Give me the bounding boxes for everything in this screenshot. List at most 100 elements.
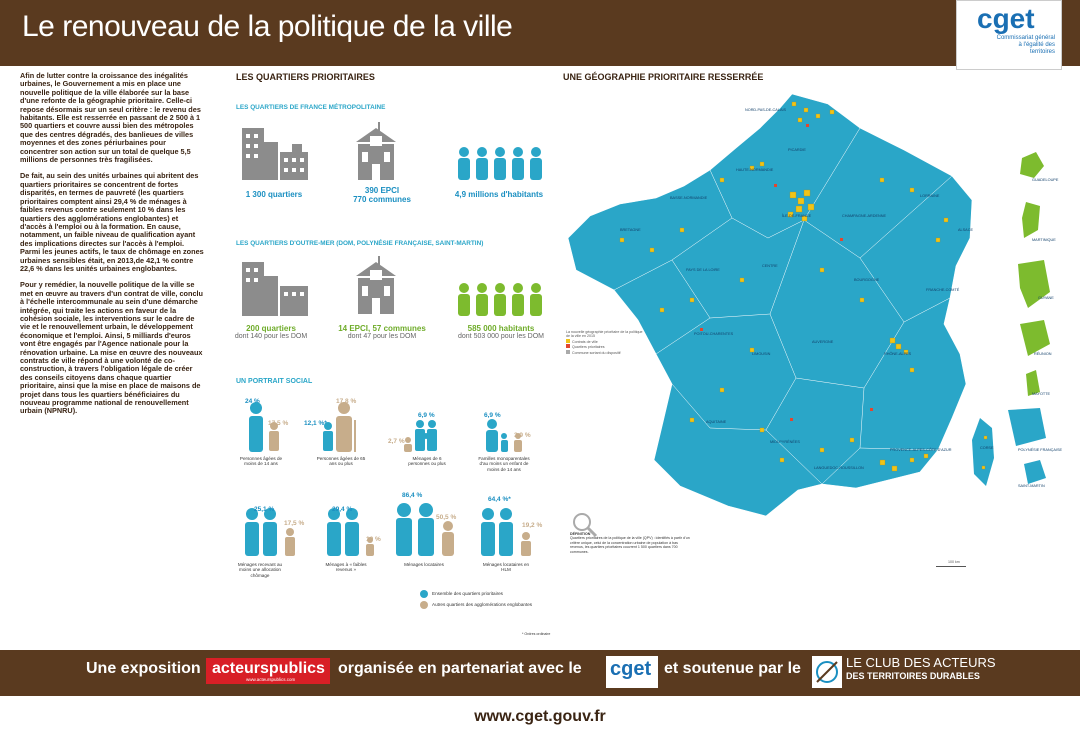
cget-footer-word: cget (610, 658, 652, 680)
stat-outremer-habitants: 585 000 habitants dont 503 000 pour les … (446, 324, 556, 340)
elderly-icon (323, 422, 333, 451)
footer-banner: Une exposition acteurspublics www.acteur… (0, 650, 1080, 696)
saint-martin-shape (1024, 460, 1046, 484)
intro-text: Afin de lutter contre la croissance des … (20, 71, 204, 424)
child-icon (269, 422, 279, 451)
dom-label-mayotte: MAYOTTE (1032, 392, 1051, 396)
caption-row1-3: Ménages de 6 personnes ou plus (408, 456, 446, 467)
map-label-corse: CORSE (980, 446, 994, 450)
footer-text-3: et soutenue par le (664, 660, 801, 677)
cget-footer-logo: cget (606, 656, 658, 688)
stat-metro-habitants: 4,9 millions d'habitants (454, 190, 544, 199)
mayotte-shape (1026, 370, 1040, 396)
caption-row1-2: Personnes âgées de 65 ans ou plus (316, 456, 366, 467)
map-label-npdc: NORD-PAS-DE-CALAIS (745, 108, 787, 112)
footer-text-2: organisée en partenariat avec le (338, 660, 582, 677)
map-scale: 100 km (948, 560, 960, 564)
portrait-row2-icons (245, 503, 531, 556)
buildings-icon (242, 262, 308, 316)
pct-row1-2a: 12,1 %* (304, 420, 327, 427)
legend-dot-quartiers (420, 590, 428, 598)
acteurs-publics-url: www.acteurspublics.com (246, 677, 296, 682)
corsica (972, 418, 994, 486)
map-label-alsace: ALSACE (958, 228, 973, 232)
pct-row2-2a: 29,4 % (332, 506, 353, 513)
family-icon (327, 508, 359, 556)
pct-row2-2b: 10 % (366, 536, 381, 543)
household-icon (415, 420, 437, 451)
dom-label-guadeloupe: GUADELOUPE (1032, 178, 1059, 182)
dom-label-guyane: GUYANE (1038, 296, 1054, 300)
map-label-languedoc: LANGUEDOC-ROUSSILLON (814, 466, 864, 470)
family-icon (442, 521, 454, 556)
metro-icons (242, 122, 542, 180)
definition-box: DÉFINITION Quartiers prioritaires de la … (570, 532, 690, 554)
club-name-2: DES TERRITOIRES DURABLES (846, 671, 980, 681)
intro-paragraph-1: Afin de lutter contre la croissance des … (20, 71, 201, 165)
guadeloupe-shape (1020, 152, 1044, 178)
definition-title: DÉFINITION (570, 532, 591, 536)
household-icon (404, 437, 412, 452)
map-label-haute-normandie: HAUTE-NORMANDIE (736, 168, 774, 172)
pct-row2-1b: 17,5 % (284, 520, 305, 527)
map-label-limousin: LIMOUSIN (752, 352, 771, 356)
dom-label-polynesie: POLYNÉSIE FRANÇAISE (1018, 448, 1063, 452)
map-label-franche-comte: FRANCHE-COMTÉ (926, 288, 960, 292)
caption-row1-4: Familles monoparentales d'au moins un en… (478, 456, 530, 472)
caption-row2-3: Ménages locataires (404, 562, 444, 567)
stat-metro-quartiers: 1 300 quartiers (245, 190, 303, 199)
header-banner: Le renouveau de la politique de la ville (0, 0, 1080, 66)
map-label-midi-pyrenees: MIDI-PYRÉNÉES (770, 440, 800, 444)
map-label-lorraine: LORRAINE (920, 194, 940, 198)
portrait-note: * Ordres ordinaire (522, 632, 551, 636)
dom-label-reunion: RÉUNION (1034, 352, 1052, 356)
caption-row2-1: Ménages recevant au moins une allocation… (237, 562, 283, 578)
caption-row1-1: Personnes âgées de moins de 14 ans (239, 456, 283, 467)
map-label-rhone-alpes: RHÔNE-ALPES (884, 352, 912, 356)
dom-label-martinique: MARTINIQUE (1032, 238, 1056, 242)
map-label-centre: CENTRE (762, 264, 778, 268)
region-borders (613, 127, 953, 485)
family-icon (285, 528, 295, 556)
people-icon (458, 283, 542, 316)
map-scale-bar (936, 566, 966, 567)
section-title-quartiers: LES QUARTIERS PRIORITAIRES (236, 72, 375, 82)
stat-metro-epci-2: 770 communes (353, 195, 411, 204)
outremer-icons (242, 256, 542, 316)
stat-outremer-epci-sub: dont 47 pour les DOM (347, 333, 417, 340)
legend-label-autres: Autres quartiers des agglomérations engl… (432, 602, 533, 607)
definition-text: Quartiers prioritaires de la politique d… (570, 536, 690, 554)
stat-outremer-quartiers-sub: dont 140 pour les DOM (234, 333, 308, 340)
dom-insets (1008, 152, 1050, 484)
reunion-shape (1020, 320, 1050, 356)
pct-row1-4b: 3,9 % (514, 432, 531, 439)
map-legend-label-2: Quartiers prioritaires (572, 345, 605, 350)
buildings-icon (242, 128, 308, 180)
guyane-shape (1018, 260, 1050, 308)
club-name-1: LE CLUB DES ACTEURS (846, 655, 996, 670)
pct-row1-2b: 17,8 % (336, 398, 357, 405)
stat-outremer-epci: 14 EPCI, 57 communes dont 47 pour les DO… (332, 324, 432, 340)
sortant-markers (700, 124, 873, 421)
intro-paragraph-2: De fait, au sein des unités urbaines qui… (20, 171, 204, 273)
pct-row1-3b: 2,7 % (388, 438, 405, 445)
pct-row2-1a: 25,1 % (254, 506, 275, 513)
legend-label-quartiers: Ensemble des quartiers prioritaires (432, 591, 503, 596)
townhall-icon (356, 122, 396, 180)
family-icon (366, 537, 374, 556)
pct-row1-3a: 6,9 % (418, 412, 435, 419)
stat-outremer-habitants-sub: dont 503 000 pour les DOM (458, 333, 544, 340)
dom-label-saint-martin: SAINT-MARTIN (1018, 484, 1045, 488)
map-label-basse-normandie: BASSE-NORMANDIE (670, 196, 708, 200)
map-legend-label-1: Contrats de ville (572, 339, 598, 344)
stat-outremer-quartiers-main: 200 quartiers (246, 324, 296, 333)
caption-row2-2: Ménages à « faibles revenus » (325, 562, 367, 573)
family-icon (486, 419, 508, 452)
family-icon (514, 433, 522, 452)
pct-row2-4b: 19,2 % (522, 522, 543, 529)
footer-text-1: Une exposition (86, 660, 201, 677)
subtitle-outremer: LES QUARTIERS D'OUTRE-MER (DOM, POLYNÉSI… (236, 240, 484, 247)
map-legend-title: La nouvelle géographie prioritaire de la… (566, 330, 643, 339)
map-label-pays-loire: PAYS DE LA LOIRE (686, 268, 720, 272)
website-url[interactable]: www.cget.gouv.fr (474, 708, 606, 725)
